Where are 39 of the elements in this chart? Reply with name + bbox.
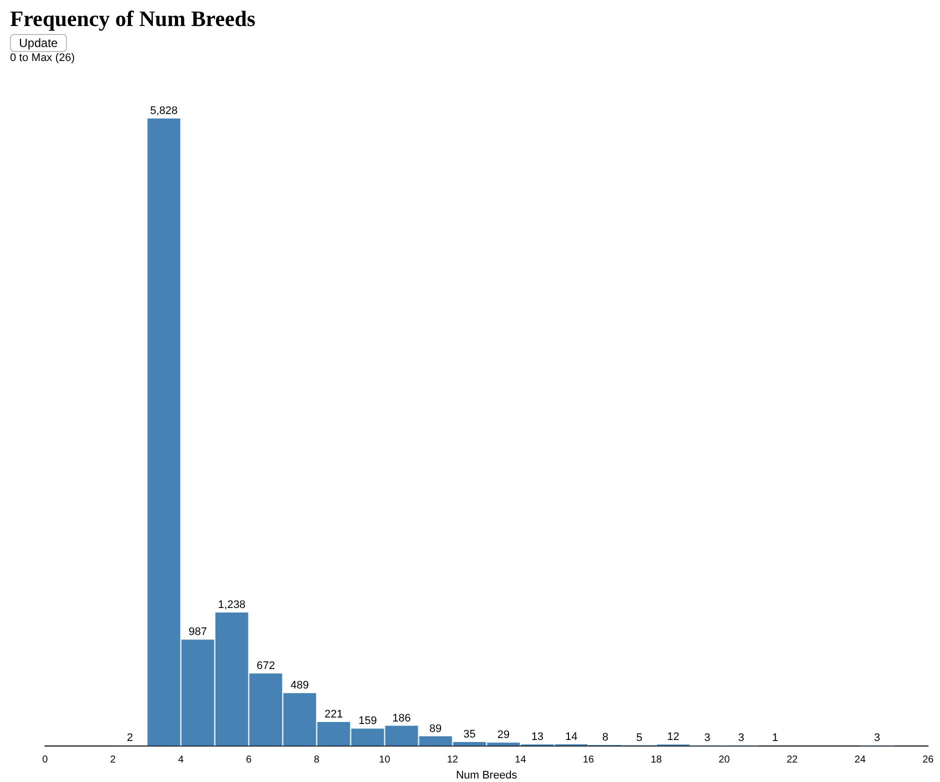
data-label: 35 bbox=[463, 728, 476, 741]
data-label: 2 bbox=[126, 732, 133, 744]
data-label: 89 bbox=[429, 722, 442, 735]
update-button[interactable]: Update bbox=[10, 34, 67, 52]
x-axis-title: Num Breeds bbox=[456, 769, 518, 782]
data-label: 13 bbox=[531, 730, 544, 743]
data-label: 186 bbox=[392, 712, 411, 724]
x-tick-label: 2 bbox=[110, 754, 116, 766]
data-label: 8 bbox=[602, 731, 608, 744]
x-tick-label: 12 bbox=[446, 754, 459, 766]
data-label: 29 bbox=[497, 729, 510, 742]
data-label: 672 bbox=[256, 660, 275, 672]
data-label: 987 bbox=[188, 626, 208, 638]
data-label: 14 bbox=[565, 730, 578, 743]
x-tick-label: 16 bbox=[582, 754, 594, 766]
x-tick-label: 22 bbox=[786, 754, 798, 766]
chart-title: Frequency of Num Breeds bbox=[10, 6, 256, 32]
data-label: 12 bbox=[667, 731, 680, 744]
data-label: 221 bbox=[324, 708, 343, 721]
data-label: 3 bbox=[874, 732, 880, 744]
x-tick-label: 24 bbox=[854, 754, 866, 766]
x-tick-label: 20 bbox=[718, 754, 730, 766]
x-tick-label: 6 bbox=[246, 754, 252, 766]
x-tick-label: 4 bbox=[178, 754, 184, 766]
data-label: 159 bbox=[358, 715, 377, 728]
x-tick-label: 0 bbox=[42, 754, 48, 766]
x-tick-label: 18 bbox=[650, 754, 662, 766]
data-label: 5,828 bbox=[150, 105, 178, 118]
x-tick-label: 8 bbox=[314, 754, 320, 766]
data-label: 1 bbox=[772, 732, 778, 744]
x-tick-label: 14 bbox=[514, 754, 526, 766]
data-label: 5 bbox=[636, 732, 642, 744]
data-label: 3 bbox=[704, 732, 710, 744]
x-tick-label: 10 bbox=[379, 754, 391, 766]
chart-subtitle: 0 to Max (26) bbox=[10, 52, 76, 64]
x-tick-label: 26 bbox=[922, 754, 934, 766]
data-label: 489 bbox=[290, 680, 309, 692]
data-label: 1,238 bbox=[218, 599, 246, 612]
data-label: 3 bbox=[738, 732, 744, 744]
